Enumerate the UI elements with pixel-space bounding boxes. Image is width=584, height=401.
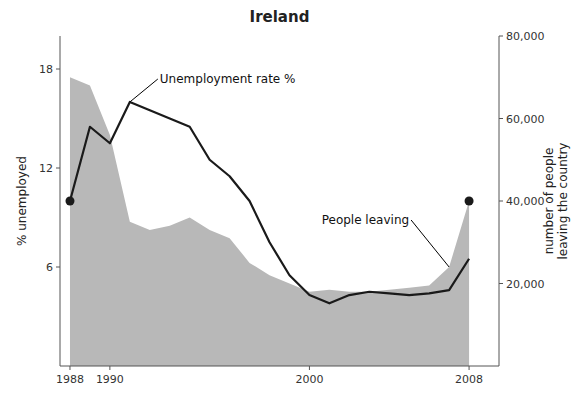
y2-axis-label: number of peopleleaving the country — [542, 143, 570, 260]
y-tick-label: 6 — [46, 261, 53, 274]
x-tick — [109, 366, 110, 370]
y-tick-label: 18 — [39, 63, 53, 76]
annotation-line — [411, 220, 449, 267]
x-tick — [469, 366, 470, 370]
x-tick — [69, 366, 70, 370]
annotation: Unemployment rate % — [160, 72, 296, 86]
y2-tick — [499, 36, 503, 37]
y-axis-line — [60, 36, 61, 366]
y-axis-label: % unemployed — [15, 156, 29, 246]
y-tick — [56, 69, 60, 70]
y2-tick — [499, 118, 503, 119]
y2-tick-label: 60,000 — [506, 113, 545, 126]
x-tick-label: 1990 — [96, 373, 124, 386]
y2-tick-label: 40,000 — [506, 195, 545, 208]
plot-area — [65, 77, 473, 366]
title: Ireland — [250, 8, 310, 26]
y-tick — [56, 168, 60, 169]
line — [70, 102, 469, 303]
area — [70, 77, 469, 366]
end-dot — [65, 197, 74, 206]
y2-tick-label: 80,000 — [506, 30, 545, 43]
chart: Ireland 1988 1990 2000 2008 6 12 18 20,000 40,000… — [0, 0, 584, 401]
x-tick-label: 1988 — [56, 373, 84, 386]
y-tick-label: 12 — [39, 162, 53, 175]
y2-tick-label: 20,000 — [506, 278, 545, 291]
end-dot — [465, 197, 474, 206]
x-axis-line — [60, 366, 499, 367]
x-tick-label: 2008 — [455, 373, 483, 386]
x-tick — [309, 366, 310, 370]
y2-tick — [499, 201, 503, 202]
y-tick — [56, 267, 60, 268]
annotation: People leaving — [322, 213, 409, 227]
annotation-line — [130, 79, 158, 102]
y2-tick — [499, 283, 503, 284]
x-tick-label: 2000 — [295, 373, 323, 386]
